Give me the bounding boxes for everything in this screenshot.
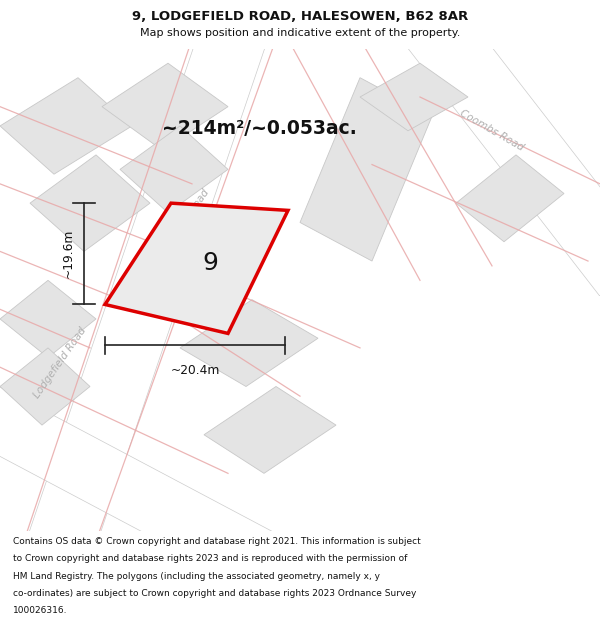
Polygon shape: [180, 299, 318, 386]
Polygon shape: [401, 9, 600, 296]
Text: Coombs Road: Coombs Road: [458, 109, 526, 153]
Text: HM Land Registry. The polygons (including the associated geometry, namely x, y: HM Land Registry. The polygons (includin…: [13, 571, 380, 581]
Text: Map shows position and indicative extent of the property.: Map shows position and indicative extent…: [140, 28, 460, 38]
Polygon shape: [0, 281, 96, 357]
Polygon shape: [360, 63, 468, 131]
Text: Contains OS data © Crown copyright and database right 2021. This information is : Contains OS data © Crown copyright and d…: [13, 537, 421, 546]
Polygon shape: [30, 155, 150, 251]
Polygon shape: [0, 348, 90, 425]
Polygon shape: [24, 18, 270, 562]
Text: ~214m²/~0.053ac.: ~214m²/~0.053ac.: [162, 119, 357, 138]
Text: Lodgefield Road: Lodgefield Road: [32, 325, 88, 399]
Polygon shape: [102, 63, 228, 150]
Text: to Crown copyright and database rights 2023 and is reproduced with the permissio: to Crown copyright and database rights 2…: [13, 554, 407, 563]
Polygon shape: [456, 155, 564, 242]
Polygon shape: [0, 78, 132, 174]
Text: 9: 9: [202, 251, 218, 275]
Polygon shape: [105, 203, 288, 333]
Polygon shape: [0, 382, 272, 579]
Text: ~19.6m: ~19.6m: [62, 229, 75, 279]
Text: 9, LODGEFIELD ROAD, HALESOWEN, B62 8AR: 9, LODGEFIELD ROAD, HALESOWEN, B62 8AR: [132, 10, 468, 22]
Text: Lodgefield Road: Lodgefield Road: [155, 188, 211, 262]
Text: 100026316.: 100026316.: [13, 606, 68, 615]
Polygon shape: [120, 126, 228, 213]
Polygon shape: [300, 78, 432, 261]
Text: co-ordinates) are subject to Crown copyright and database rights 2023 Ordnance S: co-ordinates) are subject to Crown copyr…: [13, 589, 416, 598]
Text: ~20.4m: ~20.4m: [170, 364, 220, 377]
Polygon shape: [204, 386, 336, 473]
